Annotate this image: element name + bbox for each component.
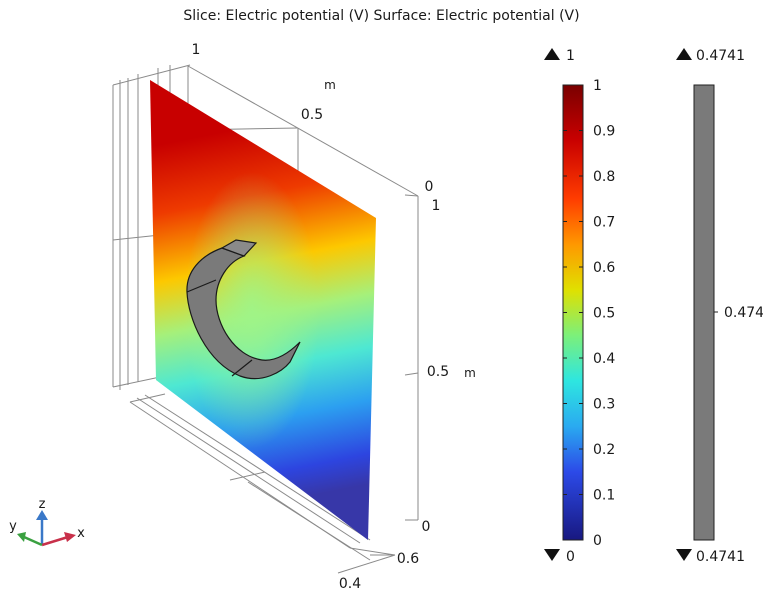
surface-tick-label: 0.474 <box>724 305 763 321</box>
z-tick-2: 0.5 <box>427 364 449 380</box>
z-tick-3: 0 <box>422 519 431 535</box>
triad-y-label: y <box>9 519 17 534</box>
slice-min-label: 0 <box>566 549 575 565</box>
x-tick-2: 0.4 <box>339 576 361 591</box>
x-tick-1: 0.6 <box>397 551 419 567</box>
slice-tick-label: 0.5 <box>593 306 615 322</box>
axis-triad: z x y <box>9 497 85 547</box>
slice-tick-label: 0.2 <box>593 442 615 458</box>
slice-colorbar-ticks: 1 0.9 0.8 0.7 0.6 0.5 0.4 0.3 0.2 0.1 0 <box>563 78 615 549</box>
axis-unit-top: m <box>324 78 336 92</box>
plot-title: Slice: Electric potential (V) Surface: E… <box>183 8 580 24</box>
triad-x-label: x <box>77 526 85 541</box>
surface-ring <box>186 239 301 380</box>
surface-colorbar <box>693 84 715 541</box>
slice-tick-label: 0 <box>593 533 602 549</box>
colorbar-slice: 1 1 0.9 0.8 0.7 0.6 0.5 0.4 0.3 0.2 0.1 0 0 <box>544 48 615 565</box>
slice-tick-label: 0.8 <box>593 169 615 185</box>
back-top-tick-1: 1 <box>192 42 201 58</box>
back-top-tick-3: 0 <box>425 179 434 195</box>
slice-tick-label: 0.3 <box>593 397 615 413</box>
slice-glow-overlay <box>150 80 376 540</box>
surface-min-label: 0.4741 <box>696 549 745 565</box>
slice-tick-label: 0.9 <box>593 124 615 140</box>
slice-tick-label: 0.4 <box>593 351 615 367</box>
slice-tick-label: 0.7 <box>593 215 615 231</box>
axis-unit-z: m <box>464 366 476 380</box>
triad-z-label: z <box>39 497 46 512</box>
surface-max-label: 0.4741 <box>696 48 745 64</box>
slice-max-marker <box>544 48 560 60</box>
back-top-tick-2: 0.5 <box>301 107 323 123</box>
triad-y-arrow <box>17 532 26 542</box>
surface-max-marker <box>676 48 692 60</box>
slice-max-label: 1 <box>566 48 575 64</box>
triad-z-arrow <box>36 510 48 520</box>
triad-y-axis <box>23 535 43 547</box>
slice-min-marker <box>544 549 560 561</box>
z-tick-1: 1 <box>432 198 441 214</box>
colorbar-surface: 0.4741 0.474 0.4741 <box>676 48 763 565</box>
triad-x-axis <box>41 535 69 547</box>
triad-x-arrow <box>64 532 76 542</box>
slice-tick-label: 1 <box>593 78 602 94</box>
slice-tick-label: 0.1 <box>593 488 615 504</box>
surface-min-marker <box>676 549 692 561</box>
slice-tick-label: 0.6 <box>593 260 615 276</box>
